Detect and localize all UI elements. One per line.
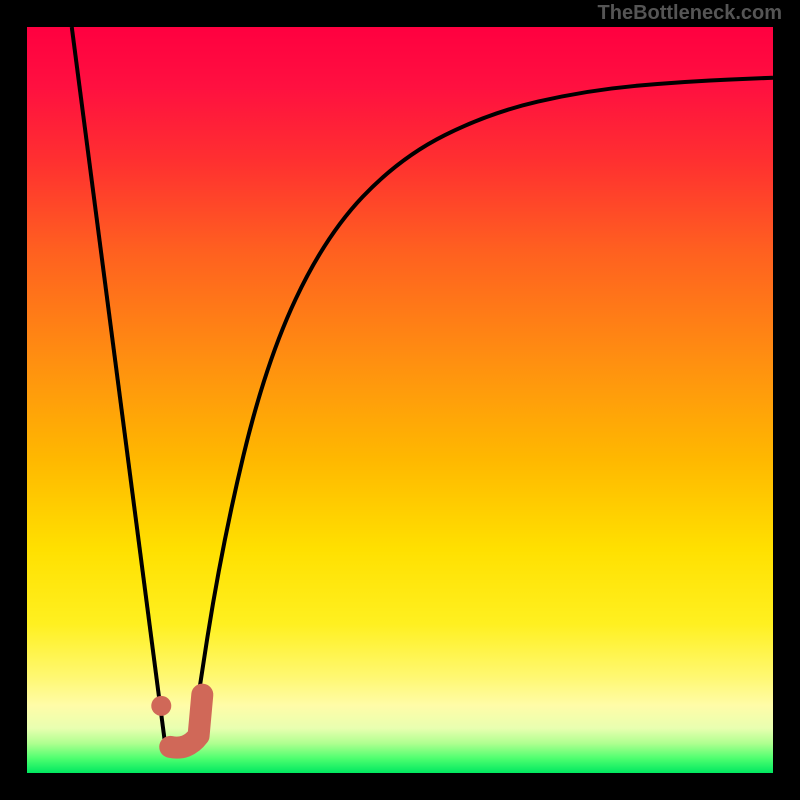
bottleneck-chart <box>0 0 800 800</box>
watermark: TheBottleneck.com <box>598 2 782 25</box>
gradient-background <box>27 27 773 773</box>
marker-dot <box>151 696 171 716</box>
